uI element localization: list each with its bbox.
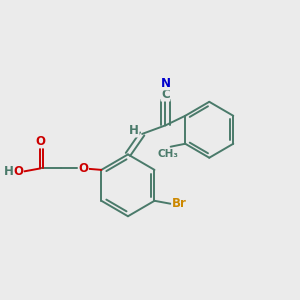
Text: Br: Br: [172, 197, 187, 210]
Text: O: O: [35, 135, 45, 148]
Text: C: C: [161, 88, 170, 101]
Text: H: H: [3, 165, 13, 178]
Text: O: O: [78, 162, 88, 175]
Text: N: N: [160, 77, 170, 90]
Text: O: O: [13, 165, 23, 178]
Text: H: H: [129, 124, 139, 137]
Text: CH₃: CH₃: [158, 149, 179, 159]
